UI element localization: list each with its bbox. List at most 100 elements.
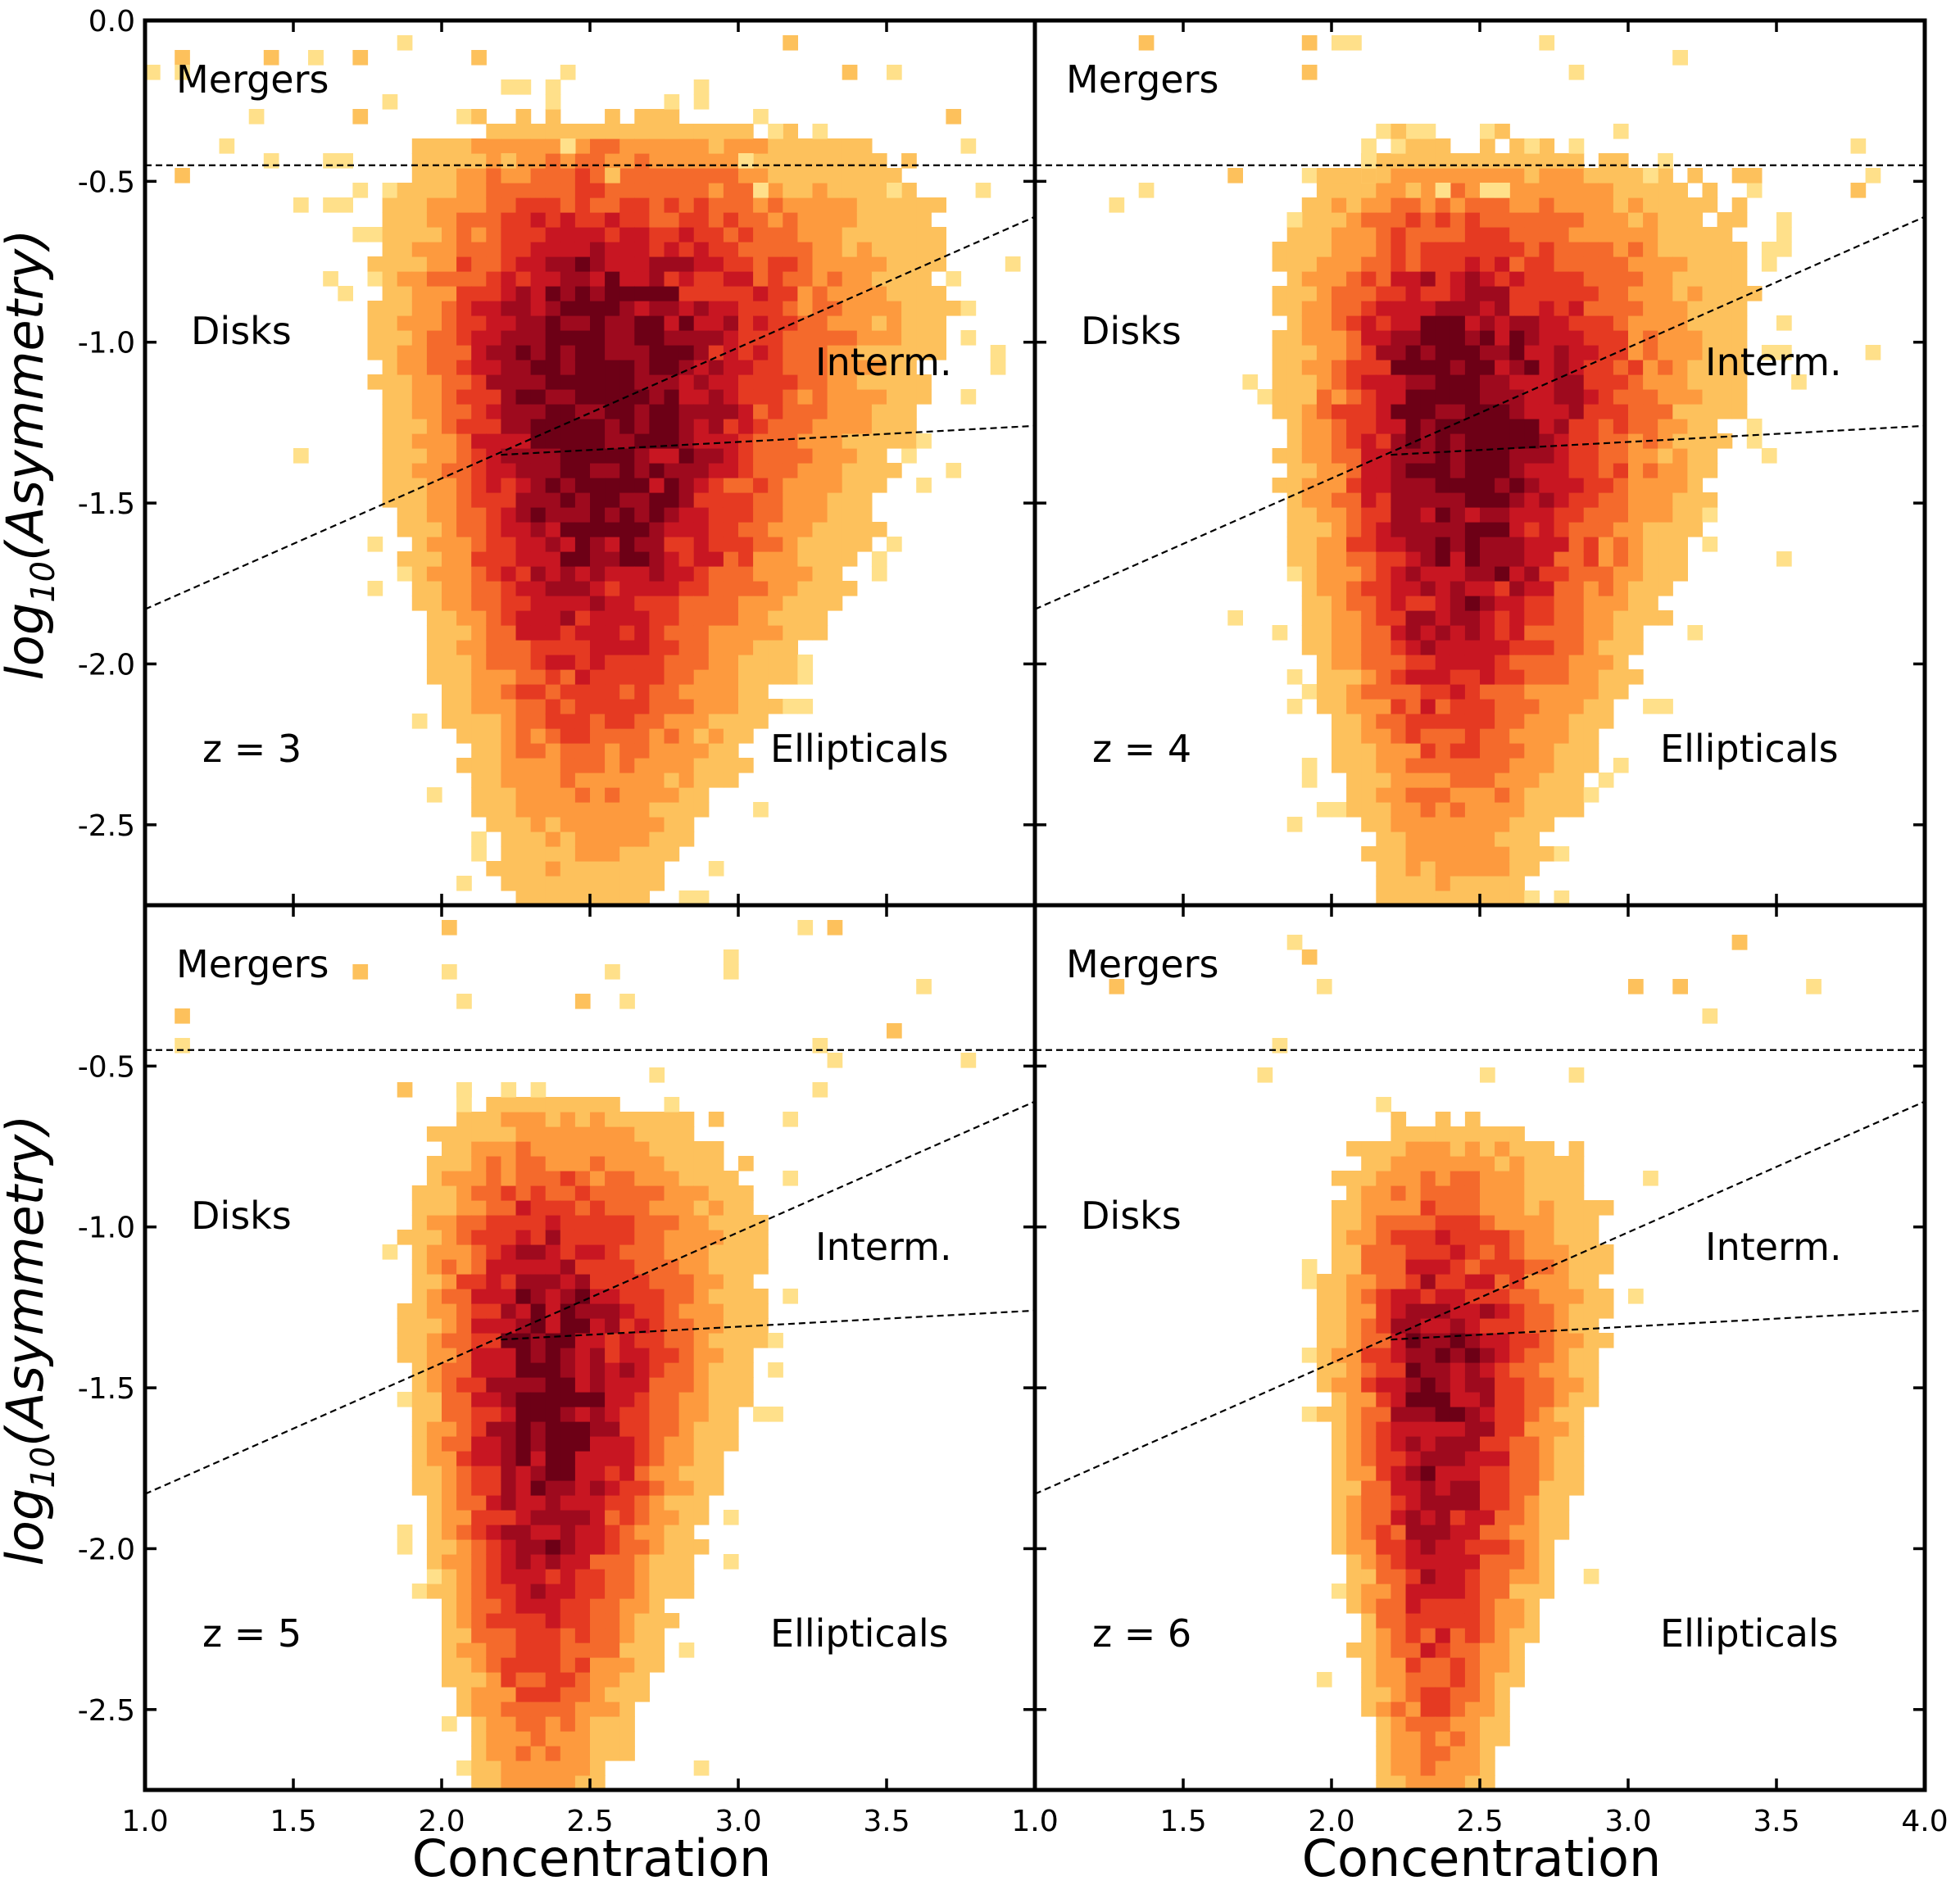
heatmap-cell [1643, 286, 1658, 301]
heatmap-cell [738, 1156, 754, 1171]
heatmap-cell [619, 1141, 635, 1157]
heatmap-cell [590, 1525, 606, 1540]
heatmap-cell [1628, 448, 1644, 464]
heatmap-cell [590, 1672, 606, 1688]
heatmap-cell [486, 507, 501, 523]
heatmap-cell [738, 271, 754, 287]
heatmap-cell [827, 197, 843, 213]
heatmap-cell [1524, 1598, 1540, 1614]
heatmap-cell [574, 1215, 591, 1230]
heatmap-cell [1539, 817, 1555, 832]
heatmap-cell [530, 1303, 547, 1319]
heatmap-cell [812, 168, 828, 184]
heatmap-cell [486, 168, 501, 184]
heatmap-cell [1361, 1421, 1377, 1437]
heatmap-cell [768, 551, 783, 567]
heatmap-cell [1376, 566, 1391, 582]
heatmap-cell [1672, 330, 1688, 346]
heatmap-cell [649, 1289, 665, 1304]
heatmap-cell [501, 1451, 517, 1466]
heatmap-cell [619, 1348, 635, 1363]
heatmap-cell [1346, 1480, 1362, 1496]
heatmap-cell [678, 374, 695, 390]
heatmap-cell [1435, 478, 1451, 493]
heatmap-cell [738, 330, 754, 346]
heatmap-cell [1672, 522, 1688, 537]
heatmap-cell [501, 1554, 517, 1570]
heatmap-cell [1286, 286, 1303, 301]
heatmap-cell [530, 1746, 547, 1761]
heatmap-cell [1391, 1775, 1407, 1790]
heatmap-cell [1524, 551, 1540, 567]
heatmap-cell [783, 537, 798, 552]
heatmap-cell [442, 1584, 457, 1599]
heatmap-cell [560, 1510, 576, 1525]
heatmap-cell [1316, 419, 1332, 434]
heatmap-cell [1316, 242, 1332, 257]
heatmap-cell [1420, 1746, 1436, 1761]
heatmap-cell [442, 1156, 457, 1171]
heatmap-cell [471, 669, 487, 685]
heatmap-cell [1376, 1510, 1391, 1525]
heatmap-cell [1509, 507, 1525, 523]
heatmap-cell [1464, 669, 1481, 685]
heatmap-cell [856, 315, 873, 331]
heatmap-cell [1598, 256, 1614, 272]
heatmap-cell [1568, 1466, 1585, 1481]
heatmap-cell [1583, 640, 1599, 655]
heatmap-cell [693, 360, 710, 375]
heatmap-cell [1554, 227, 1570, 242]
heatmap-cell [1405, 492, 1422, 508]
heatmap-cell [664, 1200, 680, 1216]
heatmap-cell [812, 625, 828, 641]
heatmap-cell [1702, 389, 1718, 405]
heatmap-cell [1658, 699, 1673, 714]
heatmap-cell [619, 787, 635, 803]
heatmap-cell [887, 301, 902, 316]
heatmap-cell [827, 360, 843, 375]
heatmap-cell [560, 1746, 576, 1761]
heatmap-cell [1568, 610, 1585, 626]
heatmap-cell [471, 1244, 487, 1260]
heatmap-cell [768, 699, 783, 714]
heatmap-cell [530, 1259, 547, 1275]
heatmap-cell [545, 1539, 561, 1555]
heatmap-cell [1391, 846, 1407, 862]
heatmap-cell [1435, 183, 1451, 198]
heatmap-cell [1568, 625, 1585, 641]
heatmap-cell [545, 743, 561, 759]
heatmap-cell [382, 197, 398, 213]
heatmap-cell [1391, 212, 1407, 228]
heatmap-cell [1568, 787, 1585, 803]
heatmap-cell [649, 817, 665, 832]
heatmap-cell [590, 389, 606, 405]
heatmap-cell [783, 1289, 798, 1304]
heatmap-cell [530, 197, 547, 213]
heatmap-cell [649, 1244, 665, 1260]
heatmap-cell [1376, 1701, 1391, 1717]
heatmap-cell [1301, 537, 1318, 552]
heatmap-cell [619, 610, 635, 626]
heatmap-cell [1495, 831, 1510, 847]
heatmap-cell [619, 1318, 635, 1334]
heatmap-cell [501, 1171, 517, 1186]
heatmap-cell [619, 360, 635, 375]
heatmap-cell [574, 1525, 591, 1540]
heatmap-cell [426, 655, 442, 670]
heatmap-cell [678, 1554, 695, 1570]
heatmap-cell [530, 286, 547, 301]
heatmap-cell [530, 404, 547, 419]
heatmap-cell [723, 1392, 739, 1407]
heatmap-cell [456, 1407, 472, 1422]
heatmap-cell [1286, 389, 1303, 405]
heatmap-cell [738, 286, 754, 301]
heatmap-cell [1717, 345, 1733, 360]
heatmap-cell [1524, 669, 1540, 685]
heatmap-cell [1316, 478, 1332, 493]
heatmap-cell [486, 1156, 501, 1171]
heatmap-cell [501, 1687, 517, 1702]
heatmap-cell [1509, 1613, 1525, 1629]
heatmap-cell [530, 492, 547, 508]
heatmap-cell [1464, 743, 1481, 759]
heatmap-cell [545, 1598, 561, 1614]
